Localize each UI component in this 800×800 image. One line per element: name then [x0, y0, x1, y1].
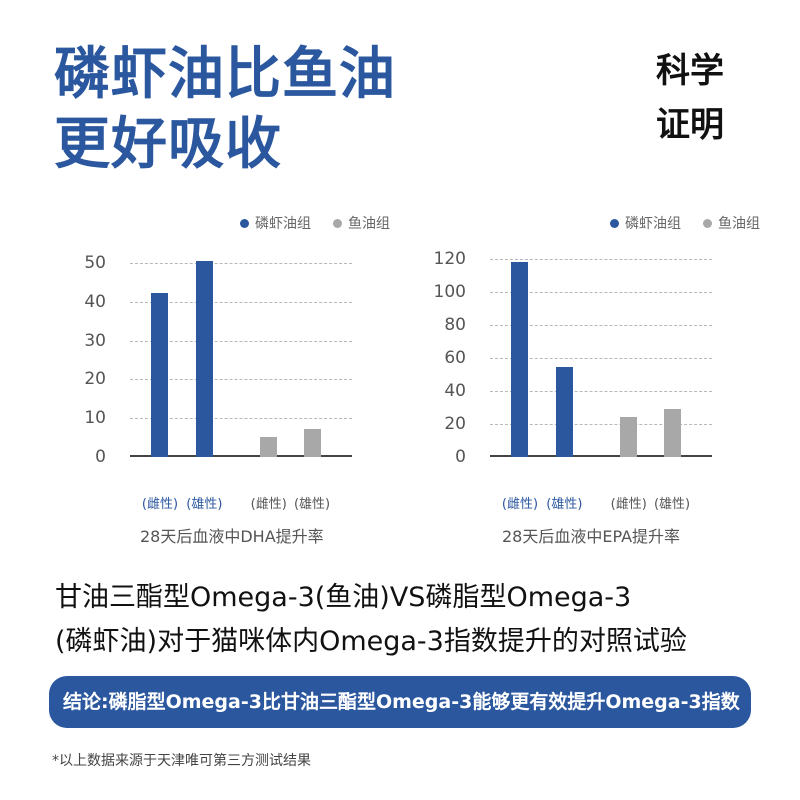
legend-label: 鱼油组 — [348, 216, 390, 232]
bar — [303, 429, 321, 457]
x-tick-label: (雄性) — [653, 497, 691, 512]
x-tick-label: (雌性) — [610, 497, 647, 512]
legend-item-fish: 鱼油组 — [333, 213, 390, 233]
gridline — [490, 292, 712, 293]
y-tick-label: 10 — [84, 408, 106, 429]
x-tick-label: (雌性) — [501, 497, 539, 512]
chart-title: 28天后血液中EPA提升率 — [502, 527, 681, 546]
subtitle-line-1: 甘油三酯型Omega-3(鱼油)VS磷脂型Omega-3 — [55, 582, 632, 613]
headline-line-2: 更好吸收 — [54, 112, 282, 177]
gridline — [130, 379, 352, 381]
legend-label: 磷虾油组 — [625, 216, 681, 232]
bar — [151, 292, 169, 457]
legend-item-krill: 磷虾油组 — [240, 213, 311, 233]
chart-title: 28天后血液中DHA提升率 — [140, 527, 324, 546]
plot-area: 0 20 40 60 80 100 120 — [434, 249, 712, 467]
y-tick-label: 30 — [84, 330, 106, 351]
gridline — [130, 418, 352, 420]
epa-bar-chart: 磷虾油组 鱼油组 0 20 40 60 80 100 120 (雌性) (雄性) (雌性) (雄性… — [420, 205, 760, 550]
science-proof-badge: 科学 证明 — [656, 44, 724, 152]
y-tick-label: 40 — [444, 381, 466, 401]
gridline — [490, 358, 712, 359]
chart-legend: 磷虾油组 鱼油组 — [240, 213, 390, 233]
bar — [511, 262, 529, 457]
x-axis-line — [130, 455, 352, 457]
y-tick-label: 120 — [433, 249, 466, 269]
y-tick-label: 60 — [444, 348, 466, 368]
legend-dot-icon — [333, 218, 342, 228]
y-tick-label: 0 — [455, 447, 466, 467]
x-axis-labels: (雌性) (雄性) (雌性) (雄性) — [50, 493, 390, 513]
gridline — [130, 263, 352, 264]
x-tick-label: (雄性) — [293, 497, 331, 512]
legend-dot-icon — [240, 218, 249, 228]
chart-legend: 磷虾油组 鱼油组 — [610, 213, 760, 233]
conclusion-banner: 结论:磷脂型Omega-3比甘油三酯型Omega-3能够更有效提升Omega-3… — [49, 676, 751, 728]
headline: 磷虾油比鱼油 更好吸收 — [54, 40, 396, 180]
x-axis-line — [490, 455, 712, 457]
legend-item-krill: 磷虾油组 — [610, 213, 681, 233]
y-tick-label: 80 — [444, 315, 466, 335]
badge-line-1: 科学 — [656, 51, 724, 91]
legend-dot-icon — [610, 218, 619, 228]
gridline — [490, 391, 712, 392]
subtitle-line-2: (磷虾油)对于猫咪体内Omega-3指数提升的对照试验 — [55, 626, 687, 657]
bar — [620, 417, 638, 457]
x-tick-label: (雄性) — [186, 497, 223, 512]
gridline — [130, 301, 352, 303]
dha-bar-chart: 磷虾油组 鱼油组 0 10 20 30 40 50 (雌性) (雄性) (雌性) (雄性) 28… — [50, 205, 390, 550]
legend-label: 鱼油组 — [718, 216, 760, 232]
x-tick-label: (雄性) — [546, 497, 583, 512]
legend-dot-icon — [703, 218, 712, 228]
gridline — [490, 424, 712, 425]
gridline — [130, 340, 352, 342]
y-tick-label: 20 — [84, 369, 106, 390]
y-tick-label: 50 — [84, 253, 106, 273]
study-subtitle: 甘油三酯型Omega-3(鱼油)VS磷脂型Omega-3 (磷虾油)对于猫咪体内… — [55, 576, 687, 664]
bar — [260, 436, 278, 457]
y-tick-label: 0 — [95, 447, 106, 467]
headline-line-1: 磷虾油比鱼油 — [54, 42, 396, 107]
y-tick-label: 100 — [433, 282, 466, 302]
badge-line-2: 证明 — [656, 105, 724, 145]
x-tick-label: (雌性) — [250, 497, 287, 512]
plot-area: 0 10 20 30 40 50 — [84, 253, 352, 467]
gridline — [490, 325, 712, 326]
y-tick-label: 20 — [444, 414, 466, 434]
bar — [663, 409, 681, 457]
legend-item-fish: 鱼油组 — [703, 213, 760, 233]
data-source-footnote: *以上数据来源于天津唯可第三方测试结果 — [52, 753, 311, 769]
gridline — [490, 259, 712, 260]
y-tick-label: 40 — [84, 291, 106, 312]
bar — [555, 367, 573, 457]
x-axis-labels: (雌性) (雄性) (雌性) (雄性) — [420, 493, 760, 513]
x-tick-label: (雌性) — [141, 497, 179, 512]
bar — [195, 261, 213, 457]
legend-label: 磷虾油组 — [255, 216, 311, 232]
